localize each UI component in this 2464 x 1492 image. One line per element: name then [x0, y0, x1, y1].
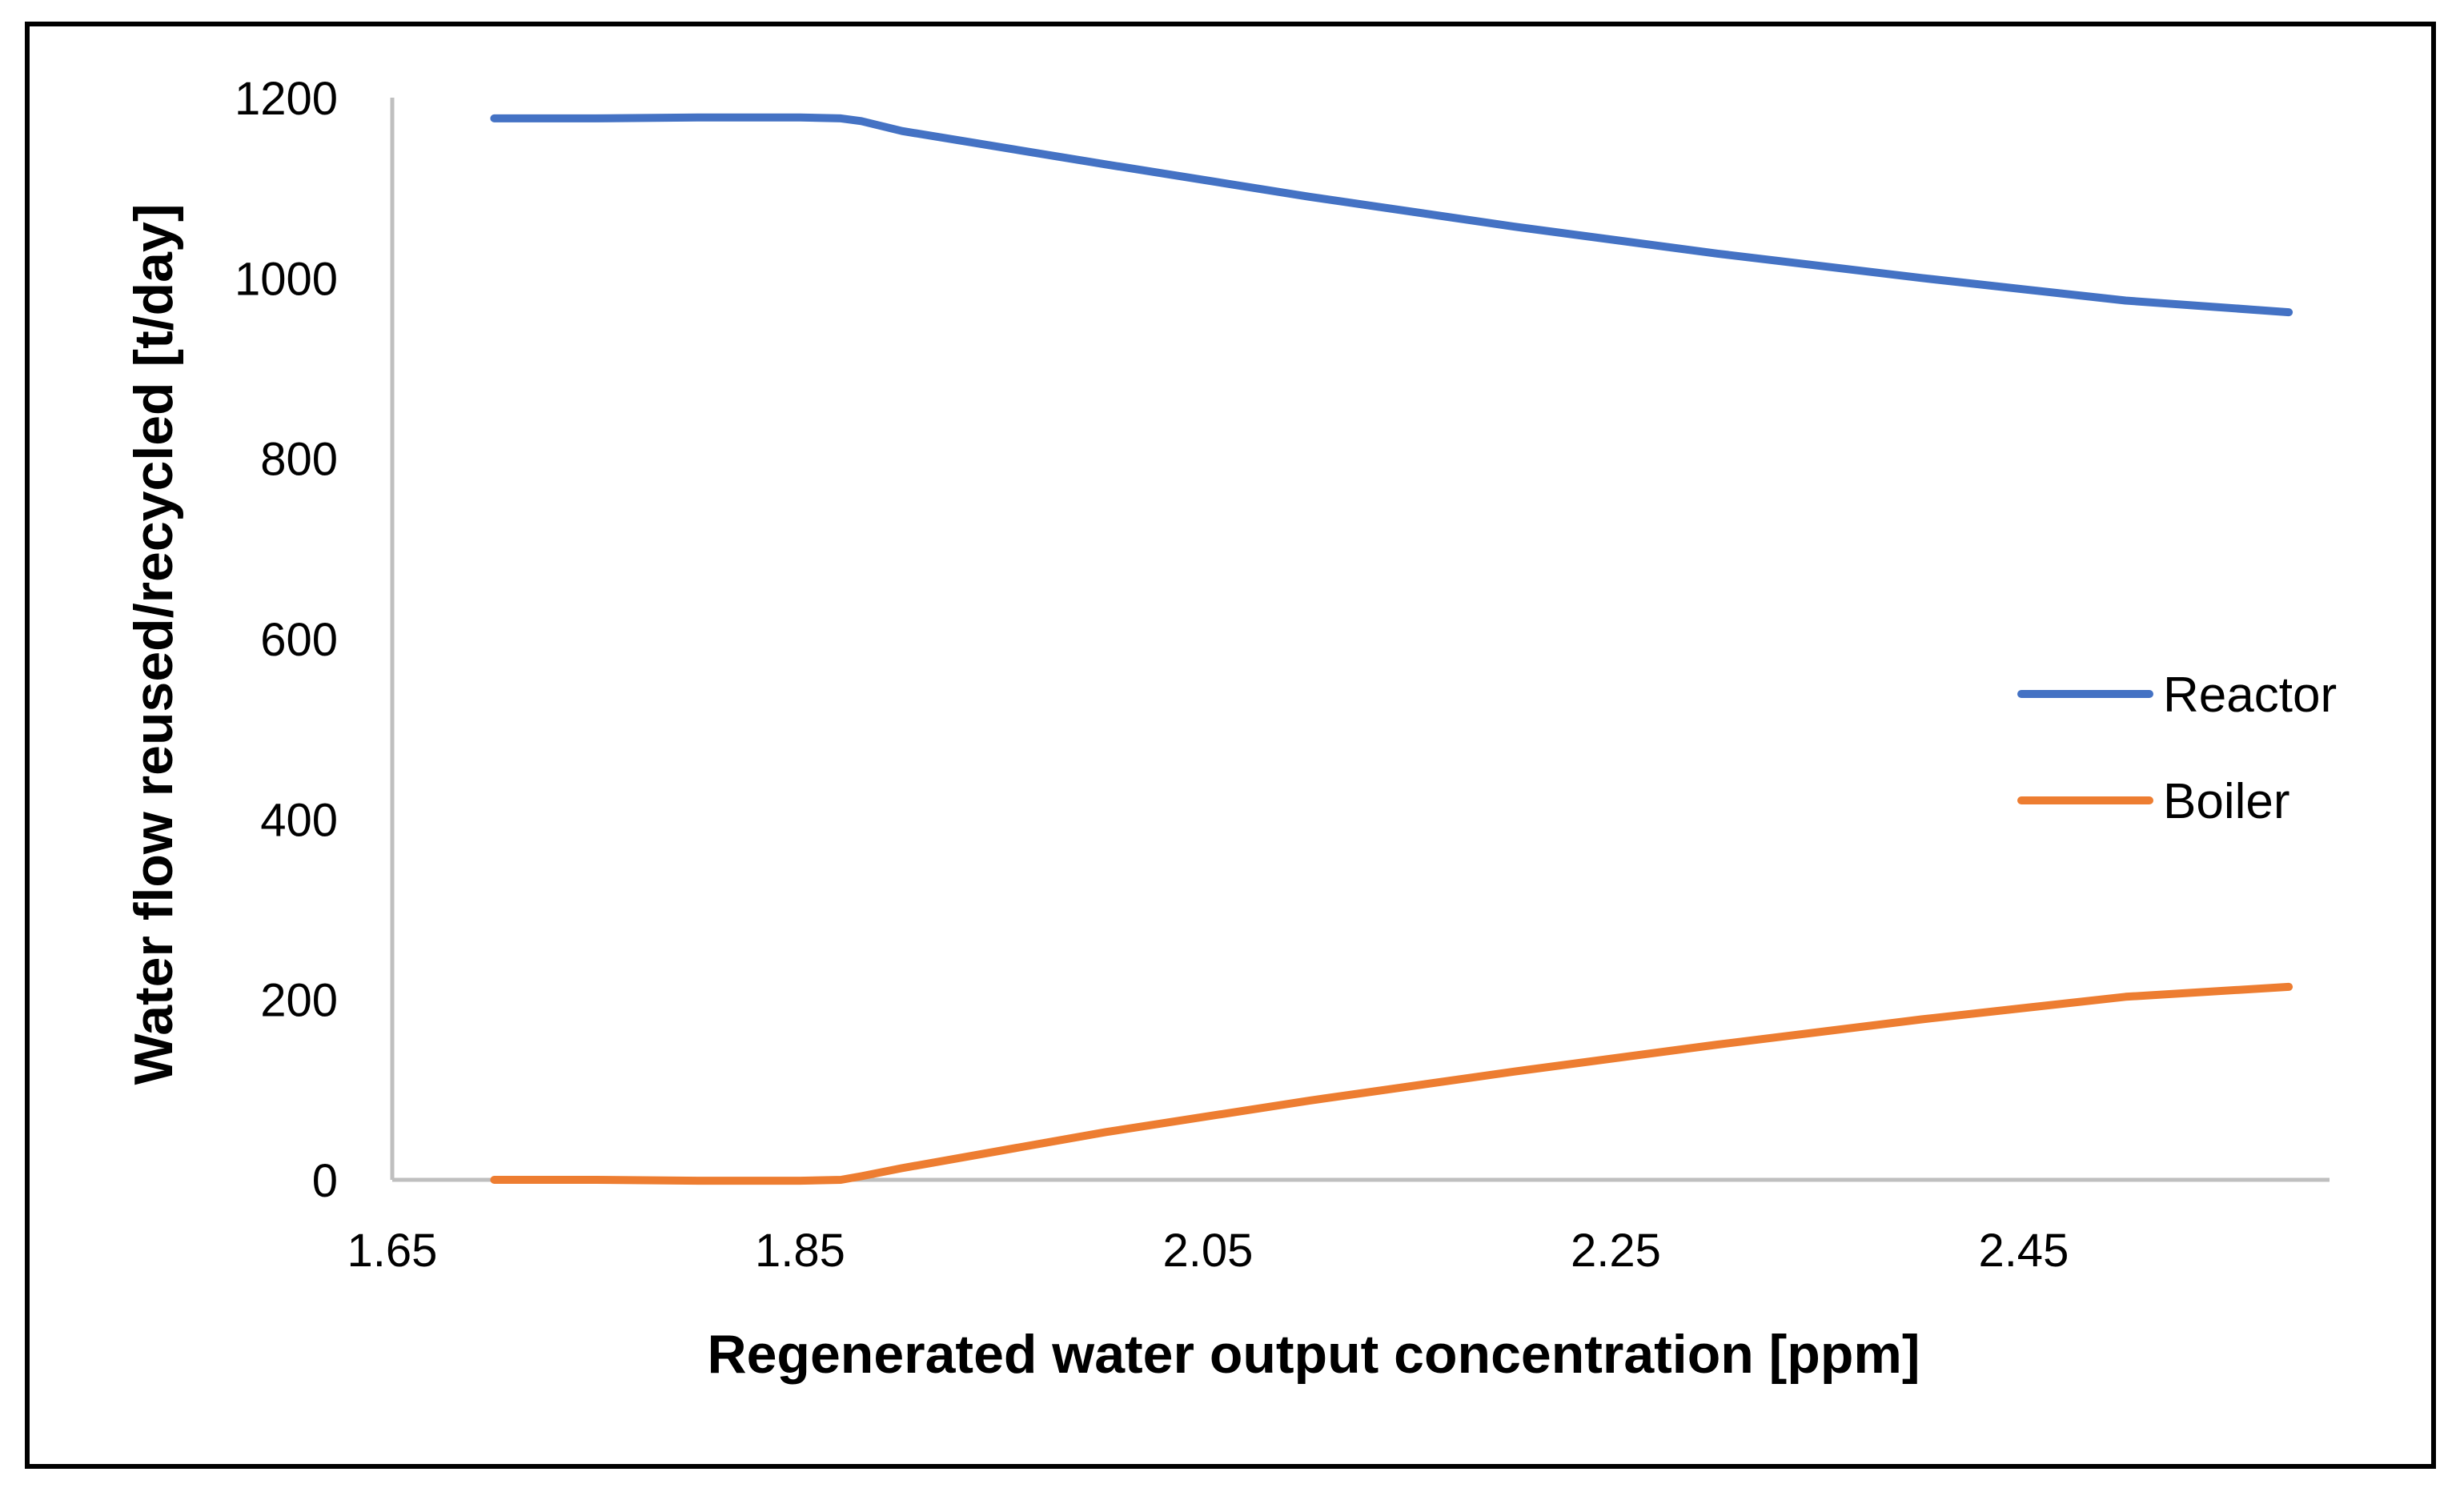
- y-axis-title: Water flow reused/recycled [t/day]: [123, 204, 184, 1085]
- y-tick-label: 1200: [235, 73, 338, 125]
- chart-border: [25, 22, 2436, 1469]
- x-tick-label: 1.85: [755, 1225, 845, 1277]
- y-tick-labels: 0 200 400 600 800 1000 1200: [235, 73, 338, 1207]
- y-tick-label: 0: [312, 1155, 338, 1207]
- series-line-reactor: [490, 113, 2293, 317]
- legend-boiler-label: Boiler: [2163, 774, 2290, 829]
- y-tick-label: 400: [260, 794, 338, 846]
- x-tick-labels: 1.65 1.85 2.05 2.25 2.45: [347, 1225, 2069, 1277]
- legend-reactor-label: Reactor: [2163, 668, 2337, 723]
- y-tick-label: 800: [260, 434, 338, 486]
- x-tick-label: 1.65: [347, 1225, 438, 1277]
- series-line-boiler: [490, 982, 2293, 1185]
- series-lines: [490, 113, 2293, 1185]
- x-tick-label: 2.45: [1978, 1225, 2069, 1277]
- x-axis-title: Regenerated water output concentration […: [708, 1324, 1920, 1385]
- y-tick-label: 600: [260, 614, 338, 666]
- y-tick-label: 200: [260, 975, 338, 1027]
- y-tick-label: 1000: [235, 253, 338, 305]
- x-tick-label: 2.05: [1163, 1225, 1254, 1277]
- legend: Reactor Boiler: [2017, 668, 2337, 829]
- x-tick-label: 2.25: [1571, 1225, 1661, 1277]
